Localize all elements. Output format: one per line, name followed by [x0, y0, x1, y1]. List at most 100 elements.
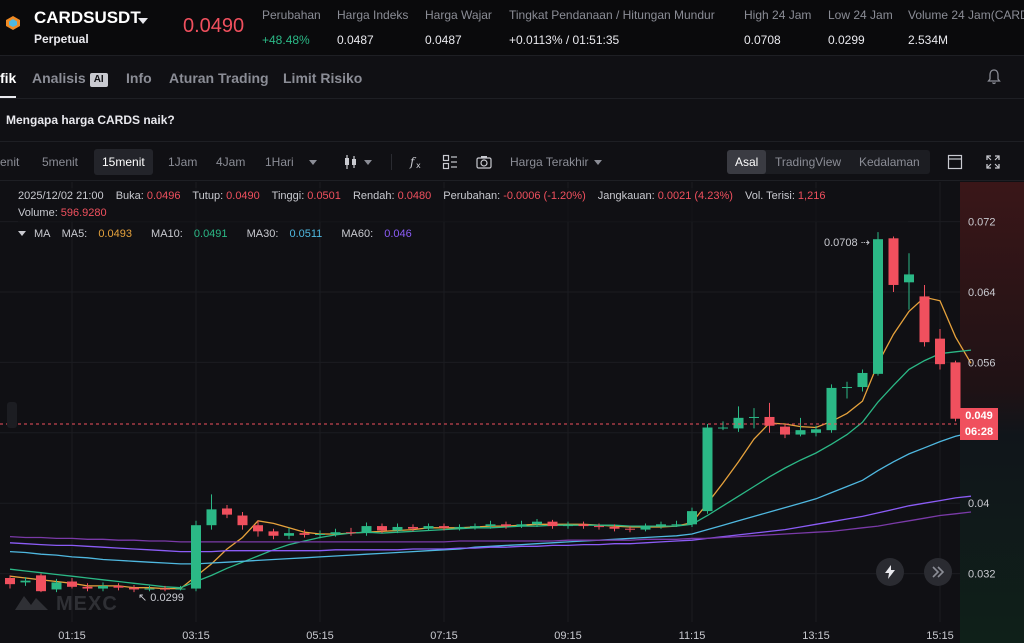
stat-value: +0.0113% / 01:51:35 — [509, 33, 620, 47]
symbol-name[interactable]: CARDSUSDT — [34, 8, 141, 27]
svg-text:f: f — [409, 155, 417, 169]
ai-badge-icon: AI — [89, 73, 108, 87]
timeframe-4h[interactable]: 4Jam — [216, 155, 246, 169]
candle-body — [888, 238, 899, 285]
stat-value: 0.0299 — [828, 33, 865, 47]
stat-value: 0.0487 — [337, 33, 374, 47]
layout-window-icon[interactable] — [947, 154, 963, 170]
candlestick-chart[interactable]: MEXC 0.072 0.064 0.056 0.04 0.032 01:15 03:15… — [0, 182, 1024, 643]
banner-text[interactable]: Mengapa harga CARDS naik? — [6, 113, 175, 127]
lightning-icon — [885, 565, 895, 579]
ohlc-range-label: Jangkauan: — [597, 190, 655, 202]
x-tick-label: 07:15 — [430, 630, 458, 642]
price-type-select[interactable]: Harga Terakhir — [510, 155, 589, 169]
candle-body — [454, 526, 465, 528]
ohlc-close: 0.0490 — [226, 190, 260, 202]
candle-body — [764, 416, 775, 426]
price-type-dropdown-icon[interactable] — [594, 160, 602, 165]
candle-body — [36, 575, 46, 592]
view-depth[interactable]: Kedalaman — [859, 155, 920, 169]
ma60-legend: MA60: 0.046 — [341, 228, 419, 240]
candle-body — [578, 524, 589, 527]
flash-trade-button[interactable] — [876, 558, 904, 586]
candle-body — [160, 588, 170, 590]
tab-chart[interactable]: fik — [0, 70, 17, 86]
timeframe-15min[interactable]: 15menit — [94, 149, 153, 175]
stat-value: 2.534M — [908, 33, 949, 47]
stat-label: High 24 Jam — [744, 8, 812, 22]
ticker-bar: CARDSUSDT Perpetual 0.0490 Perubahan +48… — [0, 0, 1024, 56]
chart-type-dropdown-icon[interactable] — [364, 160, 372, 165]
ma-collapse-icon[interactable] — [18, 231, 26, 236]
layout-grid-icon[interactable] — [442, 154, 458, 170]
stat-change: Perubahan +48.48% — [262, 8, 321, 47]
candle-body — [222, 508, 232, 515]
ohlc-close-label: Tutup: — [192, 190, 224, 202]
camera-screenshot-icon[interactable] — [476, 154, 492, 170]
candle-body — [82, 586, 93, 589]
candle-body — [935, 338, 945, 365]
candle-body — [330, 532, 341, 534]
left-panel-handle-icon[interactable] — [7, 402, 17, 428]
candle-countdown-tag: 06:28 — [960, 424, 998, 440]
ohlc-legend: 2025/12/02 21:00 Buka: 0.0496 Tutup: 0.049… — [18, 188, 908, 222]
y-tick-label: 0.064 — [968, 287, 996, 299]
tab-risk-limit[interactable]: Limit Risiko — [283, 70, 363, 86]
timeframe-1h[interactable]: 1Jam — [168, 155, 198, 169]
stat-label: Tingkat Pendanaan / Hitungan Mundur — [509, 8, 715, 22]
stat-funding-rate: Tingkat Pendanaan / Hitungan Mundur +0.0… — [509, 8, 715, 47]
candle-body — [656, 524, 666, 527]
stat-label: Low 24 Jam — [828, 8, 893, 22]
tab-info[interactable]: Info — [126, 70, 152, 86]
tab-trading-rules[interactable]: Aturan Trading — [169, 70, 269, 86]
candle-body — [361, 526, 372, 534]
candle-body — [113, 585, 124, 588]
candle-body — [408, 526, 418, 529]
ohlc-volume-label: Volume: — [18, 207, 58, 219]
candlestick-type-icon[interactable] — [343, 154, 359, 170]
news-banner[interactable]: Mengapa harga CARDS naik? — [0, 100, 1024, 142]
chart-canvas[interactable]: MEXC 0.072 0.064 0.056 0.04 0.032 01:15 03:15… — [0, 182, 1024, 643]
scroll-to-latest-button[interactable] — [924, 558, 952, 586]
ma10-value: 0.0491 — [193, 228, 228, 240]
ma-title[interactable]: MA — [34, 228, 51, 240]
ma60-label: MA60: — [341, 228, 374, 240]
ohlc-change: -0.0006 (-1.20%) — [503, 190, 586, 202]
candle-body — [950, 362, 961, 419]
stat-index-price: Harga Indeks 0.0487 — [337, 8, 408, 47]
x-tick-label: 09:15 — [554, 630, 582, 642]
ohlc-low-label: Rendah: — [352, 190, 395, 202]
stat-value: 0.0708 — [744, 33, 781, 47]
view-tradingview[interactable]: TradingView — [775, 155, 842, 169]
ohlc-filled-label: Vol. Terisi: — [744, 190, 795, 202]
last-price: 0.0490 — [183, 15, 245, 37]
candle-body — [299, 533, 310, 535]
ma10-legend: MA10: 0.0491 — [151, 228, 236, 240]
svg-text:MEXC: MEXC — [56, 593, 118, 615]
candle-body — [206, 509, 217, 526]
candle-body — [175, 588, 186, 590]
candle-body — [919, 296, 930, 343]
timeframe-5min[interactable]: 5menit — [42, 155, 79, 169]
symbol-dropdown-icon[interactable] — [138, 18, 148, 24]
bell-icon[interactable] — [987, 69, 1001, 85]
candle-body — [749, 416, 759, 418]
tab-analysis[interactable]: Analisis AI — [32, 70, 108, 87]
y-tick-label: 0.056 — [968, 357, 996, 369]
fullscreen-icon[interactable] — [985, 154, 1001, 170]
indicator-fx-icon[interactable]: f x — [409, 154, 425, 170]
ma5-label: MA5: — [61, 228, 88, 240]
candle-body — [67, 581, 77, 587]
ohlc-low: 0.0480 — [397, 190, 432, 202]
high-price-text: 0.0708 — [824, 237, 858, 249]
candle-body — [516, 524, 527, 527]
timeframe-1min[interactable]: enit — [0, 155, 20, 169]
current-price-tag: 0.049 — [960, 408, 998, 424]
y-tick-label: 0.04 — [968, 498, 989, 510]
view-original[interactable]: Asal — [727, 150, 767, 174]
candle-body — [842, 387, 852, 389]
timeframe-more-icon[interactable] — [309, 160, 317, 165]
high-price-marker: 0.0708 ⇢ — [824, 237, 870, 249]
candle-body — [532, 521, 542, 525]
timeframe-1d[interactable]: 1Hari — [265, 155, 294, 169]
